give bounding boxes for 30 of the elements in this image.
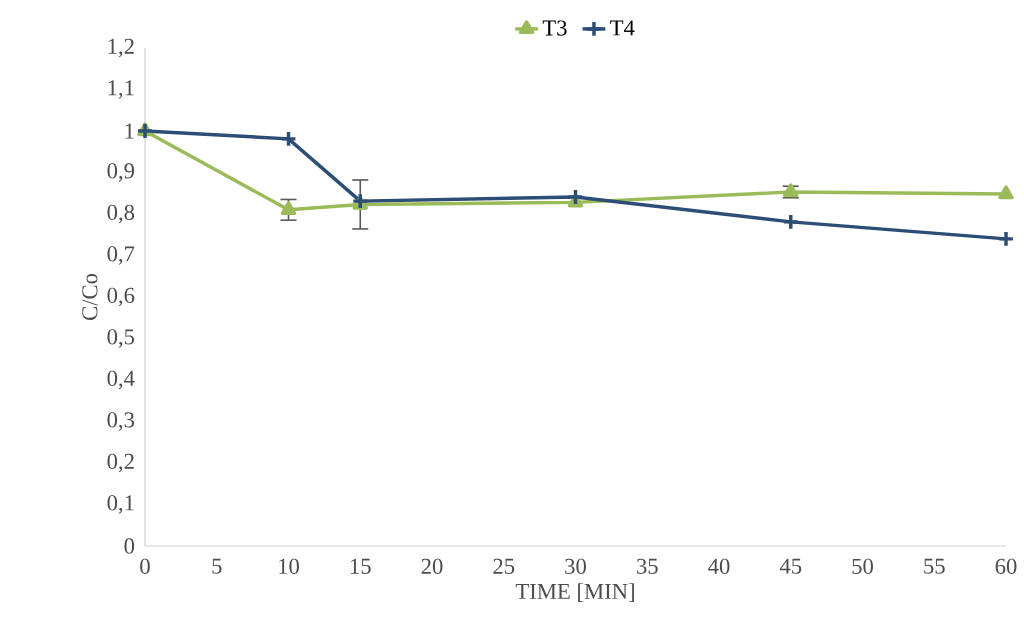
y-tick-label: 0,7 <box>107 246 135 265</box>
y-tick-label: 0,2 <box>107 453 134 473</box>
x-tick-label: 25 <box>493 558 515 574</box>
y-tick-label: 0,1 <box>107 495 134 514</box>
x-tick-label: 55 <box>924 558 945 574</box>
y-tick-label: 1,2 <box>108 38 134 58</box>
y-tick-label: 0 <box>124 538 135 554</box>
x-tick-label: 30 <box>565 558 586 574</box>
y-tick-label: 0,5 <box>107 329 135 348</box>
x-tick-label: 5 <box>212 558 222 574</box>
y-tick-label: 0,4 <box>107 370 135 390</box>
x-tick-label: 40 <box>708 558 730 574</box>
x-tick-label: 35 <box>637 558 658 574</box>
y-axis-title: C/Co <box>82 273 98 320</box>
x-tick-label: 60 <box>995 558 1017 574</box>
y-tick-label: 0,6 <box>107 287 135 307</box>
legend-label: T3 <box>542 20 567 36</box>
y-tick-label: 0,9 <box>107 163 135 182</box>
y-tick-label: 0,3 <box>107 412 135 431</box>
legend-label: T4 <box>610 20 635 36</box>
x-tick-label: 45 <box>779 558 802 574</box>
x-tick-label: 10 <box>279 558 299 574</box>
x-tick-label: 50 <box>852 558 873 574</box>
y-tick-label: 1,1 <box>108 80 134 99</box>
x-tick-label: 20 <box>421 558 443 574</box>
x-tick-label: 0 <box>140 558 150 574</box>
y-tick-label: 1 <box>125 123 134 139</box>
x-axis-title: TIME [MIN] <box>515 583 634 602</box>
x-tick-label: 15 <box>350 558 371 574</box>
y-tick-label: 0,8 <box>107 204 135 224</box>
